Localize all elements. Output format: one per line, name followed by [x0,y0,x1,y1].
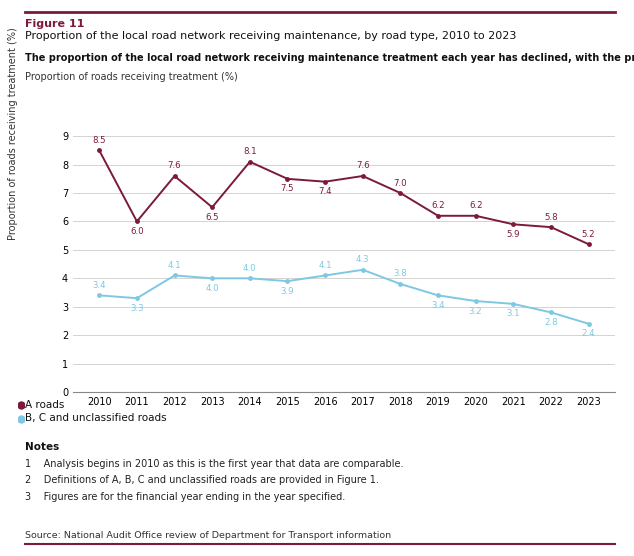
Text: 4.1: 4.1 [318,261,332,270]
Text: 3.2: 3.2 [469,306,482,316]
Text: 5.8: 5.8 [544,212,558,222]
Text: 4.0: 4.0 [243,264,257,273]
Text: Notes: Notes [25,442,60,452]
Text: 3.1: 3.1 [507,310,520,319]
Text: 6.0: 6.0 [130,227,144,236]
Text: Proportion of roads receiving treatment (%): Proportion of roads receiving treatment … [8,27,18,240]
Text: 3.9: 3.9 [281,287,294,296]
Text: 3.4: 3.4 [431,301,445,310]
Text: 8.5: 8.5 [93,136,106,145]
Text: 2.4: 2.4 [582,329,595,339]
Text: 5.9: 5.9 [507,230,520,239]
Text: 7.0: 7.0 [394,178,407,187]
Text: Proportion of roads receiving treatment (%): Proportion of roads receiving treatment … [25,72,238,82]
Text: 3.8: 3.8 [394,270,407,279]
Text: B, C and unclassified roads: B, C and unclassified roads [25,413,167,423]
Text: 1    Analysis begins in 2010 as this is the first year that data are comparable.: 1 Analysis begins in 2010 as this is the… [25,459,404,469]
Text: 7.6: 7.6 [356,161,370,171]
Text: 6.5: 6.5 [205,213,219,222]
Text: 4.0: 4.0 [205,284,219,293]
Text: 5.2: 5.2 [582,230,595,239]
Text: 4.3: 4.3 [356,255,370,264]
Text: 7.4: 7.4 [318,187,332,196]
Text: A roads: A roads [25,400,65,410]
Text: 7.5: 7.5 [281,185,294,193]
Text: 3.3: 3.3 [130,304,144,313]
Text: 6.2: 6.2 [469,201,482,210]
Text: 2.8: 2.8 [544,318,558,327]
Text: 3    Figures are for the financial year ending in the year specified.: 3 Figures are for the financial year end… [25,492,346,502]
Text: 4.1: 4.1 [168,261,181,270]
Text: Proportion of the local road network receiving maintenance, by road type, 2010 t: Proportion of the local road network rec… [25,31,517,41]
Text: The proportion of the local road network receiving maintenance treatment each ye: The proportion of the local road network… [25,53,634,63]
Text: Figure 11: Figure 11 [25,19,85,29]
Text: Source: National Audit Office review of Department for Transport information: Source: National Audit Office review of … [25,532,391,540]
Text: 2    Definitions of A, B, C and unclassified roads are provided in Figure 1.: 2 Definitions of A, B, C and unclassifie… [25,475,379,485]
Text: 3.4: 3.4 [93,281,106,290]
Text: 7.6: 7.6 [168,161,181,171]
Text: 6.2: 6.2 [431,201,445,210]
Text: 8.1: 8.1 [243,147,257,156]
